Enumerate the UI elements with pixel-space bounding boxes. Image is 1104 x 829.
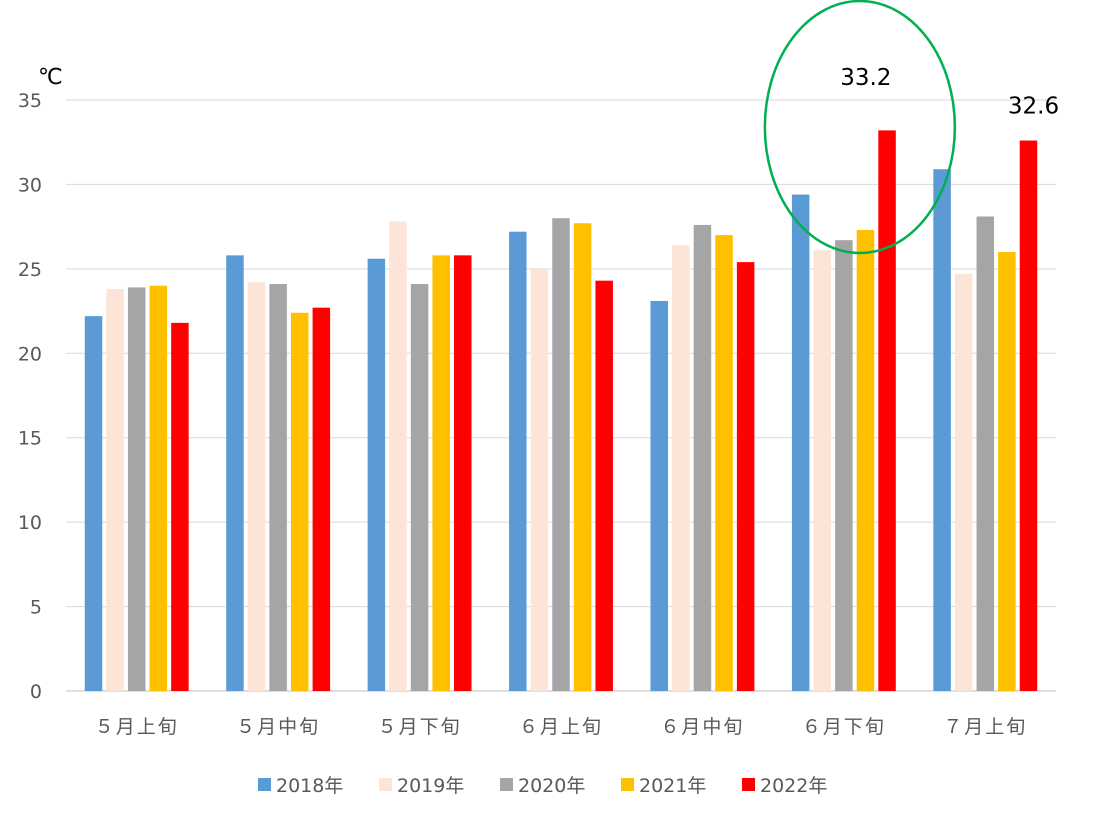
bar-2021年-５月上旬 [149,285,168,691]
bar-2018年-６月上旬 [509,231,527,692]
legend-label: 2021年 [639,775,706,797]
bar-2018年-７月上旬 [933,169,951,691]
legend-label: 2019年 [397,775,464,797]
legend-swatch-2020年 [500,778,513,791]
y-tick-label: 15 [18,428,42,450]
y-tick-label: 20 [18,343,42,365]
bar-2021年-６月上旬 [573,223,592,691]
bar-2022年-６月下旬 [878,130,896,691]
bar-2021年-６月中旬 [715,235,733,692]
bar-2020年-５月中旬 [269,284,287,691]
bar-2022年-６月上旬 [595,280,613,691]
bar-2022年-５月上旬 [171,322,189,691]
x-category-label: ７月上旬 [943,716,1027,738]
legend-swatch-2021年 [621,778,634,791]
bar-2021年-６月下旬 [856,230,875,691]
bar-2018年-６月下旬 [791,194,810,691]
y-tick-label: 5 [30,597,42,619]
bar-2019年-６月下旬 [813,250,832,692]
y-axis-unit-label: ℃ [38,65,63,90]
data-label: 32.6 [1008,94,1059,120]
bar-2021年-７月上旬 [998,251,1016,691]
x-category-label: ５月中旬 [236,716,320,738]
legend-label: 2018年 [276,775,343,797]
data-label: 33.2 [840,65,891,91]
bar-2021年-５月中旬 [290,312,309,691]
highlight-circle [763,0,957,255]
x-axis: ５月上旬 ５月中旬 ５月下旬 ６月上旬 ６月中旬 ６月下旬 ７月上旬 [95,716,1027,738]
bar-2022年-５月中旬 [312,307,331,691]
bar-2020年-７月上旬 [976,216,995,692]
x-category-label: ５月上旬 [95,716,179,738]
bar-2022年-６月中旬 [736,262,755,691]
y-tick-label: 35 [18,90,42,112]
bar-2018年-５月上旬 [84,316,103,691]
bar-2020年-５月下旬 [410,284,429,691]
bar-2018年-５月中旬 [226,255,244,691]
legend-swatch-2018年 [258,778,271,791]
bar-2020年-６月下旬 [835,240,853,691]
legend-label: 2020年 [518,775,585,797]
annotations: 33.2 32.6 [763,0,1059,255]
bar-2019年-６月中旬 [672,245,690,691]
legend: 2018年 2019年 2020年 2021年 2022年 [258,775,827,797]
y-axis: 0 5 10 15 20 25 30 35 [18,90,42,703]
bar-2019年-６月上旬 [530,268,549,691]
x-category-label: ５月下旬 [378,716,462,738]
bar-2018年-５月下旬 [367,258,386,691]
bar-2021年-５月下旬 [432,255,450,691]
bar-2019年-５月下旬 [389,221,407,691]
legend-swatch-2022年 [742,778,755,791]
y-tick-label: 10 [18,512,42,534]
bar-2020年-５月上旬 [127,287,146,691]
y-tick-label: 30 [18,174,42,196]
bar-2020年-６月上旬 [552,218,570,691]
x-category-label: ６月下旬 [802,716,886,738]
x-category-label: ６月上旬 [519,716,603,738]
bar-2019年-７月上旬 [954,273,973,691]
legend-label: 2022年 [760,775,827,797]
bar-2019年-５月上旬 [106,289,124,691]
bar-2022年-７月上旬 [1019,140,1038,692]
bar-2019年-５月中旬 [247,282,266,691]
bar-2018年-６月中旬 [650,300,668,691]
y-tick-label: 25 [18,259,42,281]
y-tick-label: 0 [30,681,42,703]
bar-2022年-５月下旬 [454,255,472,691]
bar-2020年-６月中旬 [693,224,712,691]
bars [84,130,1038,692]
legend-swatch-2019年 [379,778,392,791]
x-category-label: ６月中旬 [660,716,744,738]
